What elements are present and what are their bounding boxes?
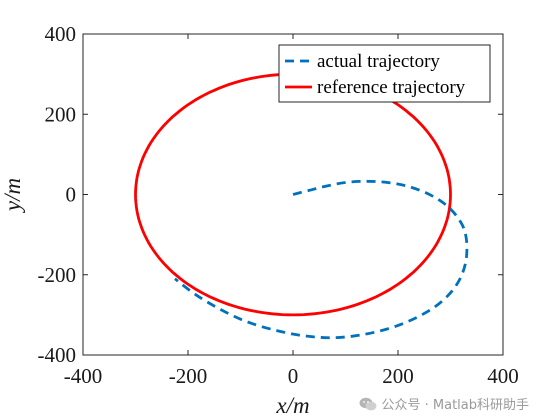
x-tick-label: -200 bbox=[169, 364, 208, 388]
x-tick-label: 400 bbox=[487, 364, 519, 388]
y-tick-label: -400 bbox=[38, 343, 77, 367]
y-axis-label: y/m bbox=[0, 178, 25, 213]
y-tick-label: -200 bbox=[38, 263, 77, 287]
x-tick-label: 200 bbox=[382, 364, 414, 388]
legend-label-actual: actual trajectory bbox=[317, 51, 440, 72]
y-tick-label: 400 bbox=[45, 22, 77, 46]
x-tick-label: -400 bbox=[64, 364, 103, 388]
y-tick-label: 200 bbox=[45, 102, 77, 126]
watermark-text: 公众号 · Matlab科研助手 bbox=[381, 398, 529, 413]
x-axis-label: x/m bbox=[275, 393, 309, 418]
legend-label-reference: reference trajectory bbox=[317, 77, 466, 98]
wechat-icon bbox=[359, 397, 377, 410]
watermark: 公众号 · Matlab科研助手 bbox=[359, 394, 529, 413]
x-tick-label: 0 bbox=[288, 364, 299, 388]
y-tick-label: 0 bbox=[66, 183, 77, 207]
legend: actual trajectory reference trajectory bbox=[278, 44, 491, 103]
